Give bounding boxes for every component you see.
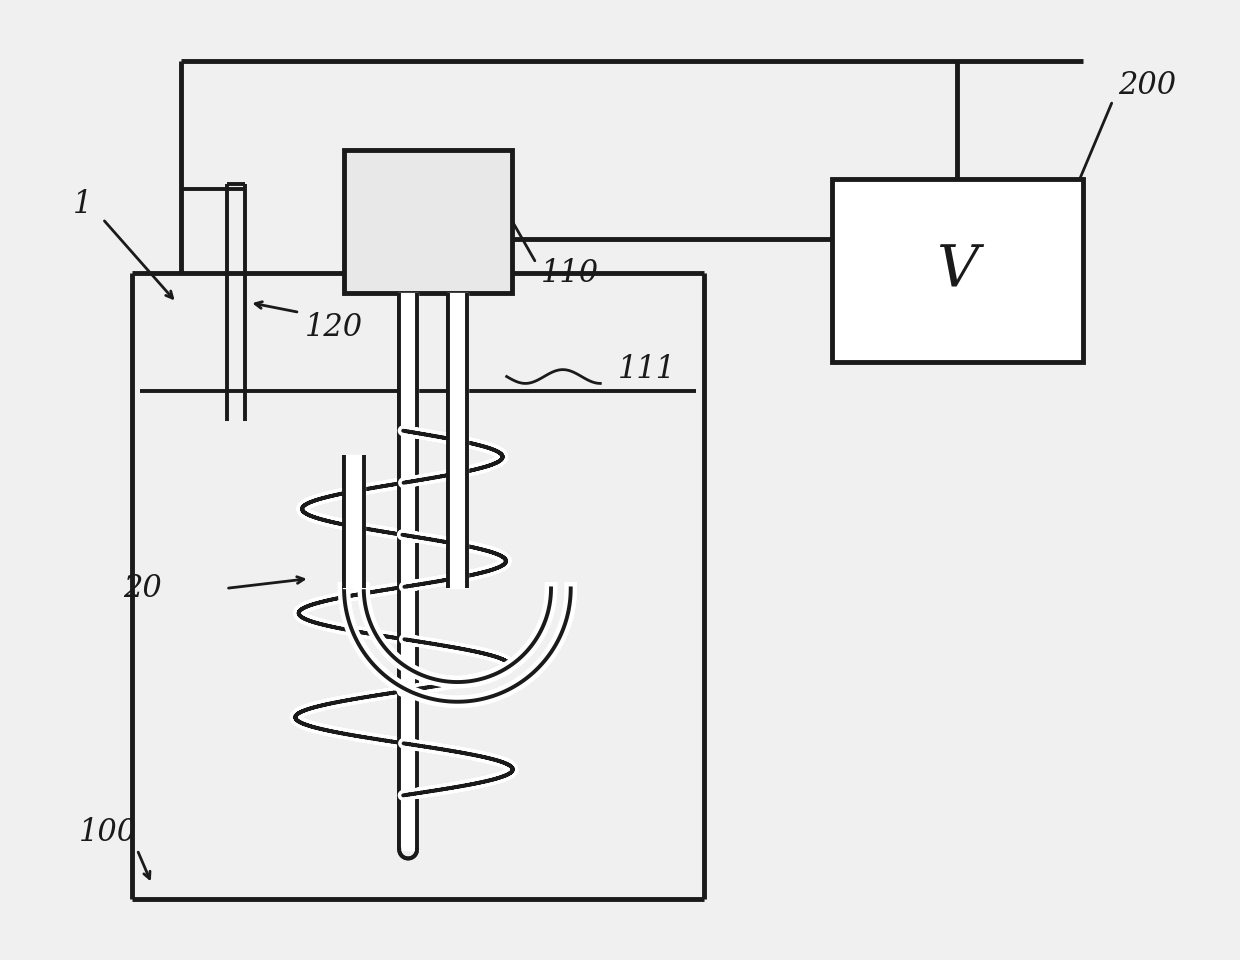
Text: 20: 20 — [123, 573, 161, 604]
Text: 110: 110 — [541, 257, 599, 289]
Text: 100: 100 — [78, 817, 136, 849]
Bar — [343, 150, 512, 293]
Text: V: V — [936, 242, 978, 299]
Text: 200: 200 — [1117, 70, 1176, 102]
Text: 120: 120 — [305, 312, 363, 343]
Bar — [832, 180, 1084, 362]
Text: 111: 111 — [618, 354, 676, 385]
Text: 1: 1 — [73, 188, 93, 220]
